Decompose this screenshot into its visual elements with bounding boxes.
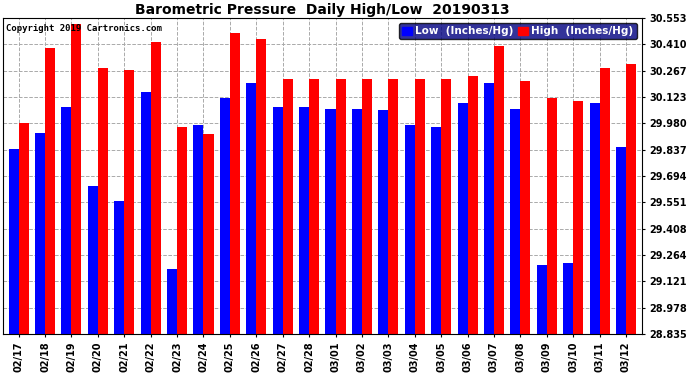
Bar: [405, 125, 415, 334]
Bar: [326, 109, 335, 334]
Bar: [494, 46, 504, 334]
Bar: [415, 79, 425, 334]
Bar: [352, 109, 362, 334]
Bar: [431, 127, 441, 334]
Bar: [115, 201, 124, 334]
Bar: [177, 127, 187, 334]
Bar: [388, 79, 398, 334]
Bar: [563, 263, 573, 334]
Bar: [537, 265, 546, 334]
Title: Barometric Pressure  Daily High/Low  20190313: Barometric Pressure Daily High/Low 20190…: [135, 3, 510, 17]
Bar: [193, 125, 204, 334]
Bar: [546, 98, 557, 334]
Bar: [335, 79, 346, 334]
Bar: [362, 79, 372, 334]
Bar: [589, 103, 600, 334]
Bar: [98, 68, 108, 334]
Bar: [484, 83, 494, 334]
Bar: [35, 132, 45, 334]
Bar: [468, 75, 477, 334]
Bar: [511, 109, 520, 334]
Bar: [8, 149, 19, 334]
Bar: [204, 134, 213, 334]
Bar: [45, 48, 55, 334]
Bar: [600, 68, 610, 334]
Bar: [273, 107, 283, 334]
Bar: [141, 92, 150, 334]
Bar: [299, 107, 309, 334]
Bar: [150, 42, 161, 334]
Bar: [441, 79, 451, 334]
Bar: [616, 147, 626, 334]
Bar: [88, 186, 98, 334]
Text: Copyright 2019 Cartronics.com: Copyright 2019 Cartronics.com: [6, 24, 162, 33]
Bar: [167, 268, 177, 334]
Bar: [246, 83, 256, 334]
Bar: [230, 33, 240, 334]
Bar: [309, 79, 319, 334]
Bar: [573, 101, 583, 334]
Bar: [61, 107, 72, 334]
Bar: [220, 98, 230, 334]
Bar: [626, 64, 636, 334]
Bar: [124, 70, 135, 334]
Bar: [457, 103, 468, 334]
Bar: [72, 24, 81, 334]
Bar: [256, 39, 266, 334]
Legend: Low  (Inches/Hg), High  (Inches/Hg): Low (Inches/Hg), High (Inches/Hg): [399, 23, 637, 39]
Bar: [520, 81, 531, 334]
Bar: [378, 111, 388, 334]
Bar: [283, 79, 293, 334]
Bar: [19, 123, 29, 334]
